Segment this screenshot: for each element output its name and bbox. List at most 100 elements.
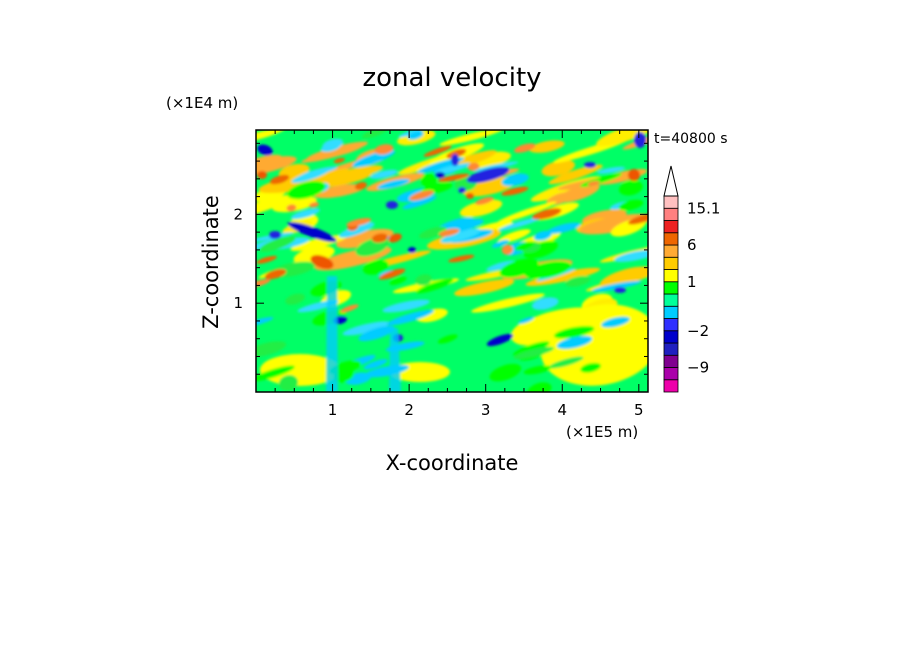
contour-patch: [475, 196, 494, 205]
colorbar-segment: [663, 318, 679, 332]
contour-patch: [423, 145, 452, 157]
x-axis: 1 2 3 4 5: [274, 130, 644, 419]
contour-patch: [407, 130, 424, 140]
contour-patch: [527, 382, 552, 392]
contour-patch: [533, 230, 552, 241]
time-annotation: t=40800 s: [654, 131, 728, 147]
colorbar-segment: [663, 281, 679, 295]
contour-patch: [587, 180, 600, 186]
contour-patch: [541, 160, 576, 177]
contour-patch: [618, 199, 644, 211]
contour-patch: [486, 260, 516, 272]
y-axis: 12: [233, 142, 648, 375]
contour-patch: [421, 173, 437, 188]
contour-patch: [256, 255, 278, 264]
contour-patch: [371, 233, 388, 243]
contour-patch: [258, 173, 338, 194]
colorbar-segment: [663, 379, 679, 393]
colorbar-segment: [663, 293, 679, 307]
contour-patch: [618, 180, 643, 196]
contour-patch: [272, 196, 317, 213]
contour-patch: [256, 130, 286, 145]
contour-patch: [435, 172, 445, 178]
contour-patch: [256, 365, 295, 382]
contour-patch: [257, 171, 267, 179]
contour-patch: [437, 173, 470, 182]
contour-patch: [531, 208, 562, 220]
contour-patch: [497, 229, 531, 244]
contour-patch: [434, 163, 471, 175]
chart-title: zonal velocity: [362, 63, 541, 93]
contour-patch: [378, 268, 406, 280]
contour-patch: [556, 335, 593, 350]
contour-patch: [437, 334, 458, 344]
contour-patch: [525, 267, 601, 286]
x-tick-label: 3: [481, 401, 491, 419]
contour-patch: [501, 173, 529, 187]
contour-patch: [628, 169, 640, 181]
contour-patch: [286, 204, 297, 212]
colorbar-segment: [663, 195, 679, 209]
colorbar-label: 1: [687, 273, 697, 291]
contour-patch: [382, 299, 430, 313]
contour-patch: [553, 325, 595, 339]
x-tick-label: 5: [634, 401, 644, 419]
contour-patch: [326, 276, 338, 392]
colorbar-label: −9: [687, 359, 709, 377]
contour-patch: [469, 151, 511, 168]
contour-patch: [346, 217, 372, 227]
contour-patch: [342, 321, 390, 336]
contour-patch: [548, 164, 603, 185]
contour-patch: [269, 174, 290, 185]
contour-patch: [438, 228, 460, 237]
contour-patch: [309, 202, 319, 208]
contour-patch: [312, 170, 373, 188]
colorbar-segment: [663, 244, 679, 258]
contour-patch: [362, 259, 389, 275]
contour-patch: [287, 221, 337, 243]
contour-patch: [389, 328, 401, 392]
contour-patch: [374, 144, 394, 155]
contour-patch: [501, 186, 529, 196]
contour-patch: [313, 183, 366, 199]
contour-patch: [518, 316, 535, 324]
x-axis-label: X-coordinate: [386, 451, 519, 475]
contour-patch: [459, 199, 503, 218]
contour-patch: [471, 293, 545, 313]
contour-patch: [454, 279, 515, 297]
colorbar-extend-arrow: [663, 165, 679, 197]
colorbar-segment: [663, 232, 679, 246]
contour-patch: [467, 162, 480, 171]
contour-patch: [386, 201, 398, 209]
x-unit-label: (×1E5 m): [566, 423, 638, 441]
contour-patch: [386, 309, 434, 326]
colorbar-segment: [663, 220, 679, 234]
contour-patch: [388, 233, 402, 243]
contour-patch: [548, 356, 584, 369]
contour-patch: [377, 178, 410, 190]
contour-patch: [486, 333, 514, 347]
contour-patch: [451, 154, 459, 166]
contour-patch: [531, 297, 559, 310]
colorbar-segment: [663, 207, 679, 221]
y-unit-label: (×1E4 m): [166, 94, 238, 112]
contour-patch: [440, 228, 481, 243]
plot-frame: [255, 129, 649, 393]
contour-patch: [599, 266, 648, 288]
contour-patch: [458, 187, 466, 193]
contour-patch: [591, 280, 642, 292]
contour-patch: [439, 130, 503, 146]
contour-patch: [354, 182, 367, 190]
contour-patch: [448, 254, 475, 263]
contour-patch: [257, 144, 273, 156]
contour-patch: [285, 293, 305, 305]
colorbar-segment: [663, 330, 679, 344]
contour-patch: [499, 258, 539, 278]
contour-patch: [498, 217, 542, 231]
contour-patch: [628, 213, 648, 225]
contour-patch: [565, 275, 591, 287]
contour-patch: [496, 201, 557, 224]
contour-patch: [408, 247, 416, 253]
colorbar-label: 15.1: [687, 199, 720, 217]
contour-patch: [415, 278, 454, 294]
